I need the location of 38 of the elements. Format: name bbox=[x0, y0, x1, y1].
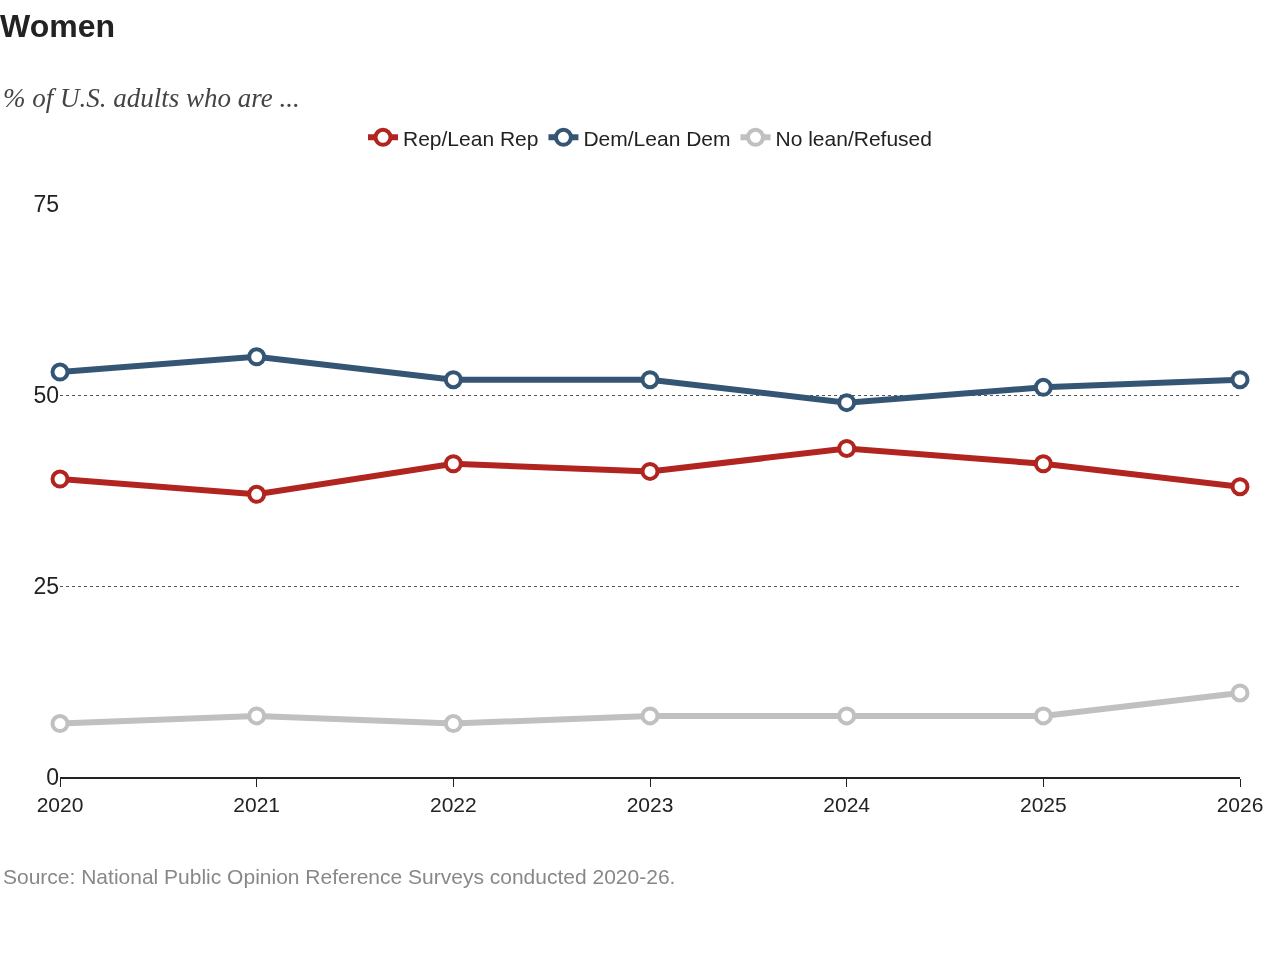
point bbox=[1230, 683, 1250, 703]
point bbox=[837, 393, 857, 413]
point bbox=[1033, 706, 1053, 726]
point bbox=[247, 484, 267, 504]
y-tick-label: 0 bbox=[46, 764, 59, 791]
point bbox=[247, 706, 267, 726]
point bbox=[443, 714, 463, 734]
point bbox=[837, 438, 857, 458]
x-tick-label: 2026 bbox=[1216, 792, 1264, 816]
x-tick-label: 2025 bbox=[1019, 792, 1067, 816]
y-tick-label: 75 bbox=[33, 191, 59, 218]
legend-label: Dem/Lean Dem bbox=[583, 126, 731, 150]
point bbox=[443, 454, 463, 474]
point bbox=[247, 347, 267, 367]
point bbox=[837, 706, 857, 726]
source-note: Source: National Public Opinion Reference Surveys conducted 2020-26. bbox=[3, 865, 676, 888]
point bbox=[1033, 377, 1053, 397]
point bbox=[50, 362, 70, 382]
chart-title: Women bbox=[0, 7, 115, 44]
y-tick-label: 50 bbox=[33, 382, 59, 409]
x-tick-label: 2023 bbox=[626, 792, 674, 816]
x-tick-label: 2024 bbox=[823, 792, 871, 816]
point bbox=[443, 370, 463, 390]
y-tick-label: 25 bbox=[33, 573, 59, 600]
point bbox=[640, 461, 660, 481]
x-tick-label: 2022 bbox=[429, 792, 477, 816]
chart-subtitle: % of U.S. adults who are ... bbox=[3, 83, 300, 113]
x-tick-label: 2020 bbox=[36, 792, 84, 816]
legend-label: No lean/Refused bbox=[775, 126, 932, 150]
point bbox=[50, 714, 70, 734]
point bbox=[1230, 477, 1250, 497]
point bbox=[50, 469, 70, 489]
point bbox=[1033, 454, 1053, 474]
x-tick-label: 2021 bbox=[233, 792, 281, 816]
point bbox=[640, 706, 660, 726]
legend-label: Rep/Lean Rep bbox=[403, 126, 539, 150]
point bbox=[1230, 370, 1250, 390]
point bbox=[640, 370, 660, 390]
